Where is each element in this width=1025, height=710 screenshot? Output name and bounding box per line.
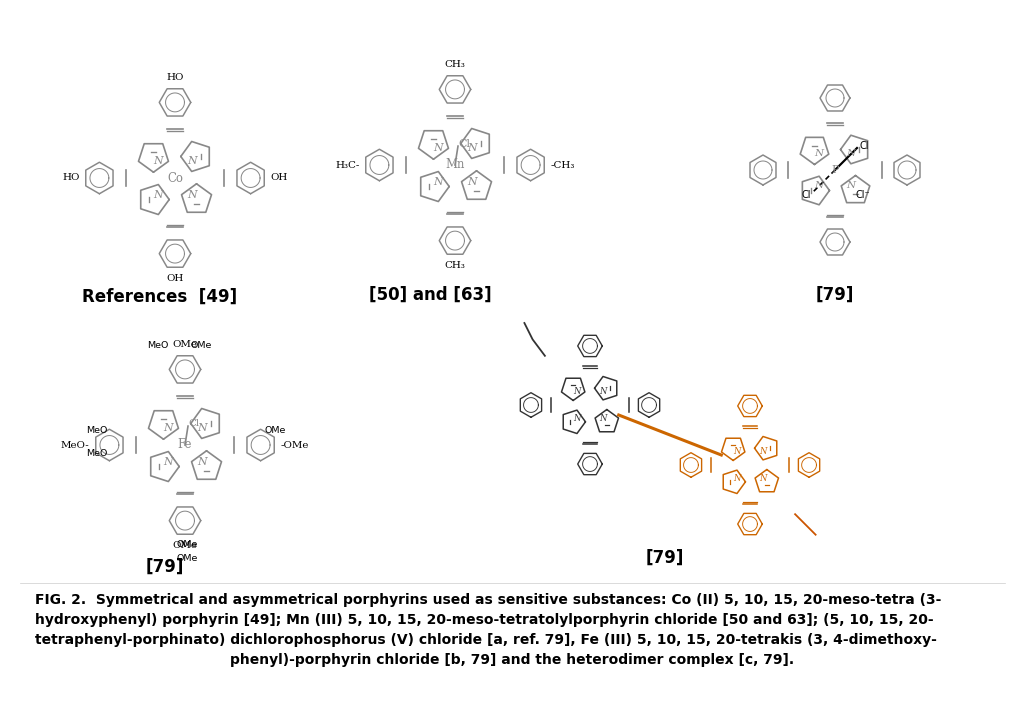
Text: N: N (197, 457, 207, 466)
Text: MeO: MeO (86, 426, 108, 435)
Text: Mn: Mn (445, 158, 464, 172)
Text: [79]: [79] (146, 558, 184, 576)
Text: Cl: Cl (458, 139, 470, 149)
Text: H₃C-: H₃C- (335, 160, 360, 170)
Text: N: N (163, 457, 173, 466)
Text: N: N (733, 447, 741, 457)
Text: N: N (467, 143, 477, 153)
Text: N: N (434, 177, 443, 187)
Text: [79]: [79] (816, 286, 854, 304)
Text: OH: OH (271, 173, 288, 182)
Text: OMe: OMe (172, 341, 198, 349)
Text: CH₃: CH₃ (445, 60, 465, 70)
Text: OMe: OMe (191, 341, 211, 350)
Text: N: N (847, 182, 856, 190)
Text: N: N (815, 150, 823, 158)
Text: hydroxyphenyl) porphyrin [49]; Mn (III) 5, 10, 15, 20-meso-tetratolylporphyrin c: hydroxyphenyl) porphyrin [49]; Mn (III) … (35, 613, 934, 627)
Text: P: P (831, 165, 838, 175)
Text: Cl: Cl (802, 190, 811, 200)
Text: N: N (760, 447, 767, 457)
Text: OMe: OMe (176, 554, 198, 563)
Text: Cl⁻: Cl⁻ (855, 190, 869, 200)
Text: N: N (154, 156, 163, 166)
Text: N: N (187, 156, 197, 166)
Text: N: N (434, 143, 443, 153)
Text: CH₃: CH₃ (445, 261, 465, 270)
Text: N: N (154, 190, 163, 200)
Text: OMe: OMe (264, 426, 286, 435)
Text: N: N (600, 414, 607, 422)
Text: Fe: Fe (177, 439, 193, 452)
Text: FIG. 2.  Symmetrical and asymmetrical porphyrins used as sensitive substances: C: FIG. 2. Symmetrical and asymmetrical por… (35, 593, 941, 607)
Text: MeO-: MeO- (60, 440, 89, 449)
Text: N: N (600, 388, 607, 396)
Text: MeO: MeO (86, 449, 108, 458)
Text: Cl: Cl (859, 141, 868, 151)
Text: OMe: OMe (176, 540, 198, 550)
Text: N: N (847, 150, 856, 158)
Text: N: N (467, 177, 477, 187)
Text: [79]: [79] (646, 549, 685, 567)
Text: Co: Co (167, 172, 182, 185)
Text: -CH₃: -CH₃ (550, 160, 575, 170)
Text: MeO: MeO (147, 341, 168, 350)
Text: phenyl)-porphyrin chloride [b, 79] and the heterodimer complex [c, 79].: phenyl)-porphyrin chloride [b, 79] and t… (230, 653, 794, 667)
Text: OH: OH (166, 273, 183, 283)
Text: OMe: OMe (172, 540, 198, 550)
Text: N: N (163, 423, 173, 433)
Text: References  [49]: References [49] (82, 288, 237, 306)
Text: N: N (187, 190, 197, 200)
Text: Cl: Cl (188, 420, 199, 429)
Text: -OMe: -OMe (281, 440, 309, 449)
Text: N: N (733, 474, 741, 483)
Text: N: N (197, 423, 207, 433)
Text: HO: HO (166, 73, 183, 82)
Text: N: N (815, 182, 823, 190)
Text: N: N (573, 414, 580, 422)
Text: N: N (573, 388, 580, 396)
Text: N: N (760, 474, 767, 483)
Text: HO: HO (63, 173, 80, 182)
Text: tetraphenyl-porphinato) dichlorophosphorus (V) chloride [a, ref. 79], Fe (III) 5: tetraphenyl-porphinato) dichlorophosphor… (35, 633, 937, 647)
Text: [50] and [63]: [50] and [63] (369, 286, 491, 304)
